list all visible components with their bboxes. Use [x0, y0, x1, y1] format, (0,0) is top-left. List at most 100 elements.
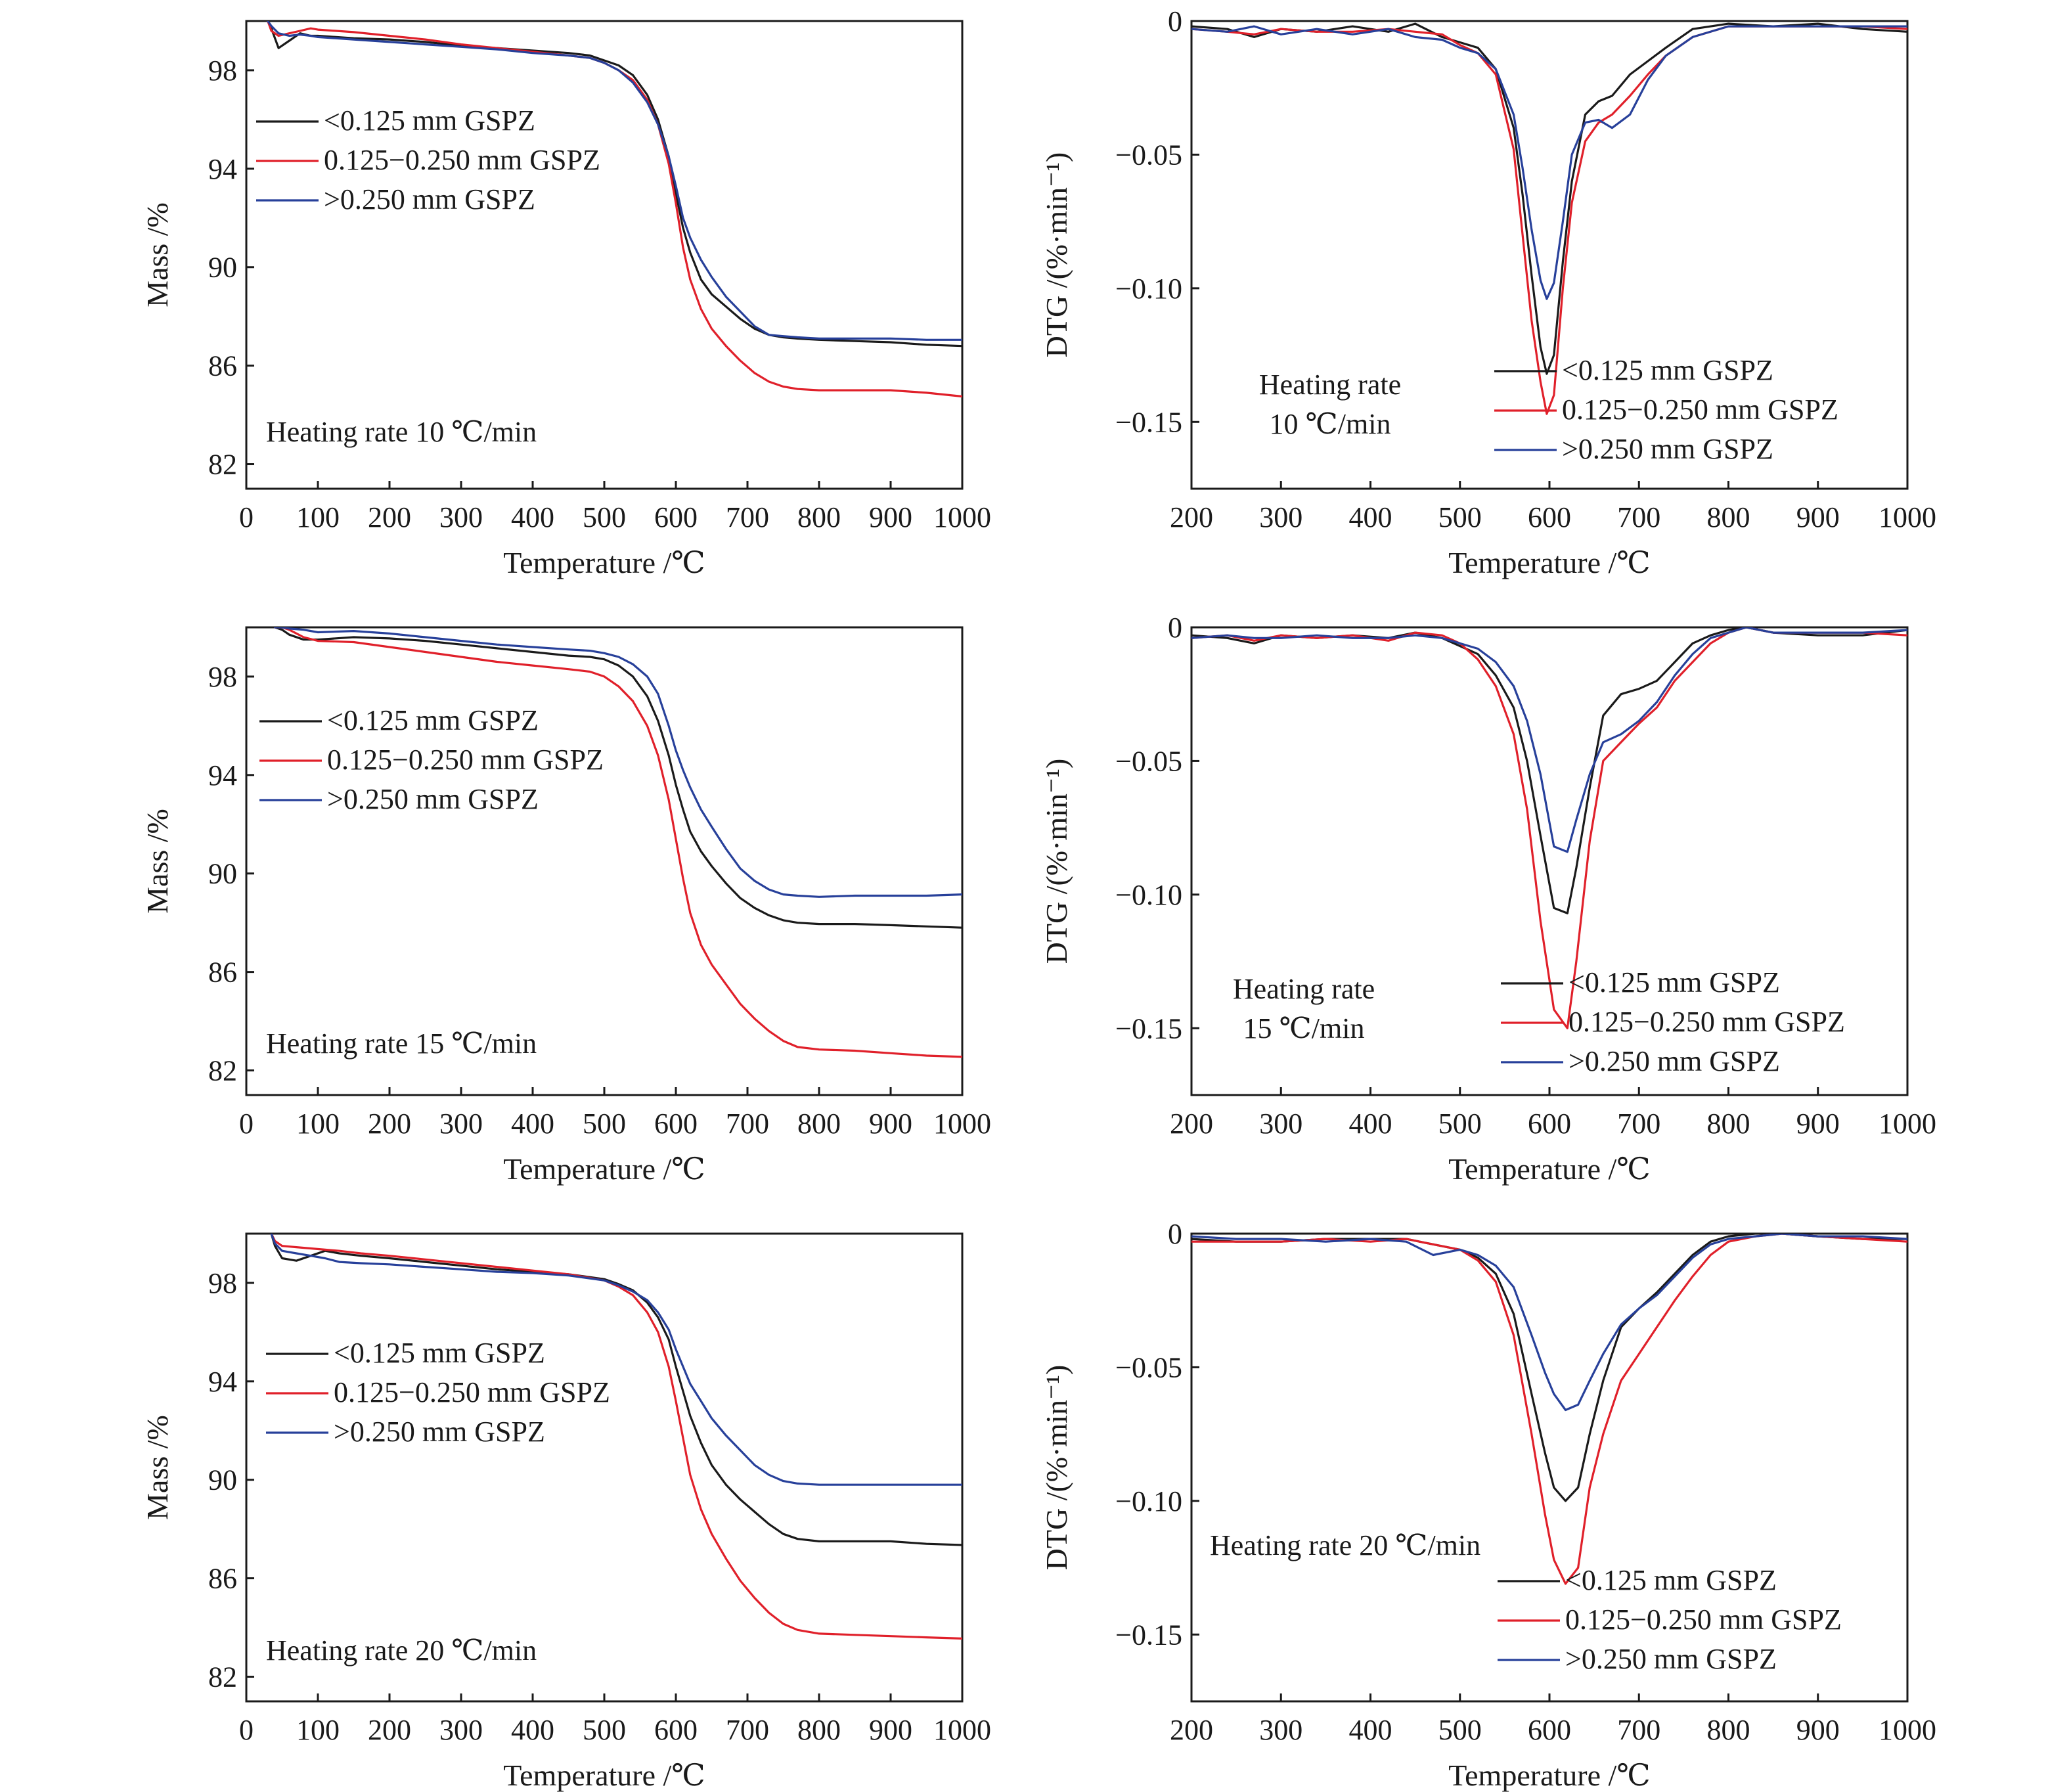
- series-group: [270, 1234, 962, 1640]
- legend-label: 0.125−0.250 mm GSPZ: [1565, 1603, 1842, 1636]
- x-tick-label: 500: [1438, 1714, 1482, 1746]
- x-tick-label: 200: [1170, 501, 1213, 533]
- series-line-fine: [270, 1234, 962, 1546]
- legend-label: >0.250 mm GSPZ: [1565, 1643, 1777, 1675]
- y-tick-label: −0.15: [1115, 406, 1182, 438]
- y-tick-label: 82: [208, 1055, 237, 1087]
- series-group: [1191, 1234, 1907, 1585]
- y-axis-title: Mass /%: [141, 809, 174, 914]
- x-tick-label: 200: [368, 501, 411, 533]
- series-group: [1191, 22, 1907, 415]
- x-tick-label: 800: [797, 501, 841, 533]
- x-tick-label: 1000: [933, 1108, 991, 1140]
- x-tick-label: 400: [511, 1108, 554, 1140]
- legend-label: 0.125−0.250 mm GSPZ: [324, 144, 600, 176]
- series-line-coarse: [1191, 627, 1907, 853]
- legend-label: >0.250 mm GSPZ: [1562, 433, 1773, 465]
- x-tick-label: 600: [654, 1108, 698, 1140]
- series-line-fine: [1191, 22, 1907, 375]
- x-tick-label: 400: [1349, 1714, 1392, 1746]
- x-axis-title: Temperature /℃: [503, 1758, 705, 1792]
- legend-label: <0.125 mm GSPZ: [1568, 966, 1780, 998]
- y-tick-label: −0.10: [1115, 273, 1182, 305]
- x-tick-label: 200: [1170, 1714, 1213, 1746]
- heating-rate-annotation: Heating rate: [1259, 369, 1401, 401]
- x-tick-label: 800: [797, 1108, 841, 1140]
- x-tick-label: 700: [726, 1108, 769, 1140]
- dtg-chart-15: 200 300 400 500 600 700 800 900 1000 0 −0.05 −0.10 −…: [1040, 612, 1936, 1186]
- series-group: [274, 627, 962, 1058]
- series-line-medium: [274, 627, 962, 1058]
- x-tick-label: 900: [869, 1108, 912, 1140]
- legend-label: <0.125 mm GSPZ: [334, 1337, 545, 1369]
- x-tick-label: 1000: [933, 501, 991, 533]
- y-tick-label: −0.15: [1115, 1012, 1182, 1044]
- series-line-fine: [1191, 1234, 1907, 1502]
- x-tick-label: 800: [797, 1714, 841, 1746]
- dtg-chart-20: 200 300 400 500 600 700 800 900 1000 0 −0.05 −0.10 −…: [1040, 1218, 1936, 1792]
- x-tick-label: 300: [439, 1108, 483, 1140]
- y-tick-label: 86: [208, 956, 237, 989]
- x-tick-label: 500: [1438, 501, 1482, 533]
- y-tick-label: −0.10: [1115, 1485, 1182, 1517]
- x-tick-label: 1000: [1879, 1714, 1936, 1746]
- x-tick-label: 800: [1707, 501, 1750, 533]
- x-tick-label: 200: [368, 1108, 411, 1140]
- x-tick-label: 600: [1528, 1714, 1571, 1746]
- heating-rate-annotation: Heating rate 10 ℃/min: [266, 416, 537, 448]
- y-tick-label: 90: [208, 252, 237, 284]
- series-group: [267, 21, 962, 398]
- heating-rate-annotation: Heating rate 20 ℃/min: [266, 1634, 537, 1667]
- y-tick-label: 0: [1168, 5, 1182, 37]
- x-tick-label: 300: [1259, 501, 1302, 533]
- legend-label: <0.125 mm GSPZ: [324, 104, 535, 137]
- x-tick-label: 600: [1528, 501, 1571, 533]
- x-tick-label: 700: [726, 1714, 769, 1746]
- series-line-fine: [267, 21, 962, 347]
- x-axis-title: Temperature /℃: [1448, 546, 1651, 579]
- legend-label: >0.250 mm GSPZ: [327, 783, 539, 815]
- x-axis-title: Temperature /℃: [1448, 1152, 1651, 1186]
- heating-rate-annotation: Heating rate 20 ℃/min: [1210, 1529, 1480, 1561]
- y-axis-title: Mass /%: [141, 202, 174, 307]
- x-tick-label: 400: [511, 1714, 554, 1746]
- x-tick-label: 500: [583, 501, 626, 533]
- x-tick-label: 400: [511, 501, 554, 533]
- series-line-medium: [267, 21, 962, 398]
- series-line-medium: [270, 1234, 962, 1640]
- y-tick-label: 94: [208, 153, 237, 185]
- x-tick-label: 300: [1259, 1108, 1302, 1140]
- x-tick-label: 900: [1796, 1714, 1840, 1746]
- legend-label: <0.125 mm GSPZ: [1562, 354, 1773, 386]
- x-tick-label: 700: [726, 501, 769, 533]
- y-tick-label: 82: [208, 1661, 237, 1693]
- x-tick-label: 100: [296, 501, 340, 533]
- mass-chart-10: 0 100 200 300 400 500 600 700 800 900 1000 82 86 90 94…: [141, 20, 991, 579]
- x-tick-label: 900: [1796, 501, 1840, 533]
- y-tick-label: −0.05: [1115, 1351, 1182, 1383]
- x-tick-label: 600: [654, 1714, 698, 1746]
- x-tick-label: 400: [1349, 1108, 1392, 1140]
- y-tick-label: 0: [1168, 612, 1182, 644]
- legend-label: 0.125−0.250 mm GSPZ: [1568, 1006, 1845, 1038]
- x-tick-label: 0: [239, 501, 254, 533]
- x-tick-label: 600: [1528, 1108, 1571, 1140]
- x-tick-label: 700: [1617, 501, 1660, 533]
- y-axis-title: Mass /%: [141, 1415, 174, 1520]
- y-tick-label: −0.05: [1115, 745, 1182, 777]
- x-tick-label: 500: [583, 1108, 626, 1140]
- y-tick-label: 90: [208, 1464, 237, 1496]
- y-tick-label: 0: [1168, 1218, 1182, 1250]
- legend-label: 0.125−0.250 mm GSPZ: [334, 1376, 610, 1408]
- x-tick-label: 100: [296, 1108, 340, 1140]
- series-line-coarse: [270, 1234, 962, 1486]
- legend-label: >0.250 mm GSPZ: [324, 183, 535, 215]
- series-group: [1191, 627, 1907, 1029]
- x-tick-label: 800: [1707, 1108, 1750, 1140]
- legend-label: >0.250 mm GSPZ: [334, 1416, 545, 1448]
- plot-frame: [245, 626, 964, 1096]
- y-axis-title: DTG /(%·min⁻¹): [1040, 759, 1073, 964]
- heating-rate-annotation: Heating rate: [1233, 973, 1375, 1005]
- y-tick-label: 94: [208, 1366, 237, 1398]
